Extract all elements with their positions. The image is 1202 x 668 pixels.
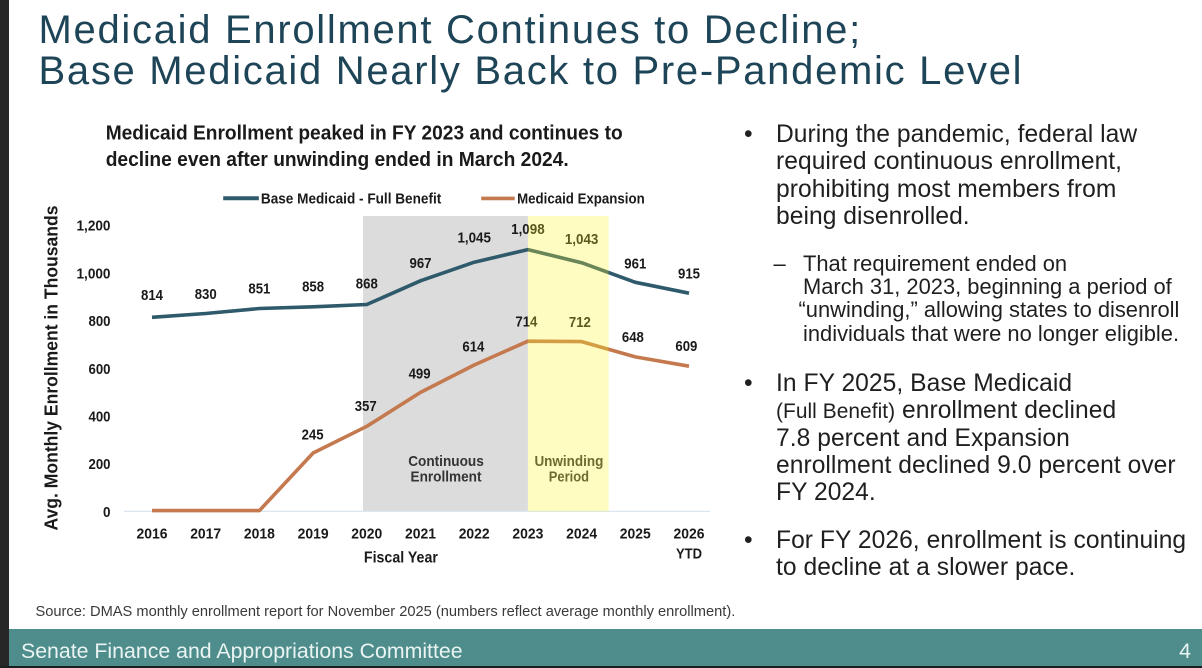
svg-text:814: 814 bbox=[141, 287, 164, 304]
svg-text:2018: 2018 bbox=[244, 526, 275, 543]
svg-text:2016: 2016 bbox=[137, 526, 168, 543]
svg-text:1,043: 1,043 bbox=[565, 231, 599, 248]
svg-text:712: 712 bbox=[569, 314, 591, 331]
svg-text:499: 499 bbox=[409, 366, 431, 383]
svg-text:648: 648 bbox=[622, 329, 644, 346]
svg-text:2021: 2021 bbox=[405, 526, 436, 543]
svg-text:915: 915 bbox=[678, 266, 700, 283]
svg-text:2017: 2017 bbox=[190, 526, 221, 543]
svg-text:2026: 2026 bbox=[674, 526, 705, 543]
svg-text:800: 800 bbox=[89, 313, 111, 330]
svg-text:2023: 2023 bbox=[512, 526, 543, 543]
svg-text:Fiscal Year: Fiscal Year bbox=[364, 549, 438, 566]
svg-text:1,200: 1,200 bbox=[77, 218, 111, 235]
svg-text:Enrollment: Enrollment bbox=[411, 469, 482, 486]
svg-text:1,000: 1,000 bbox=[77, 265, 111, 282]
svg-text:609: 609 bbox=[675, 338, 697, 355]
svg-text:400: 400 bbox=[89, 409, 111, 426]
svg-text:Period: Period bbox=[549, 469, 589, 486]
svg-text:2020: 2020 bbox=[351, 526, 382, 543]
svg-text:245: 245 bbox=[302, 427, 324, 444]
svg-text:1,045: 1,045 bbox=[457, 230, 491, 247]
svg-text:858: 858 bbox=[302, 279, 324, 296]
svg-text:decline even after unwinding e: decline even after unwinding ended in Ma… bbox=[106, 148, 569, 171]
svg-text:1,098: 1,098 bbox=[511, 221, 545, 238]
svg-text:Unwinding: Unwinding bbox=[534, 453, 603, 470]
svg-text:Base Medicaid - Full Benefit: Base Medicaid - Full Benefit bbox=[261, 190, 441, 207]
svg-text:0: 0 bbox=[103, 504, 111, 521]
svg-text:868: 868 bbox=[356, 276, 378, 293]
svg-text:Avg. Monthly Enrollment in Tho: Avg. Monthly Enrollment in Thousands bbox=[42, 206, 62, 531]
svg-text:357: 357 bbox=[355, 398, 377, 415]
svg-text:961: 961 bbox=[624, 255, 646, 272]
svg-text:614: 614 bbox=[462, 339, 485, 356]
svg-text:2024: 2024 bbox=[566, 526, 598, 543]
svg-text:200: 200 bbox=[89, 456, 111, 473]
svg-text:Medicaid Expansion: Medicaid Expansion bbox=[517, 190, 645, 207]
svg-text:2019: 2019 bbox=[298, 526, 329, 543]
svg-text:714: 714 bbox=[515, 314, 538, 331]
svg-text:Medicaid Enrollment peaked in: Medicaid Enrollment peaked in FY 2023 an… bbox=[106, 122, 623, 145]
svg-text:YTD: YTD bbox=[676, 546, 702, 563]
svg-text:Continuous: Continuous bbox=[408, 453, 484, 470]
svg-text:851: 851 bbox=[248, 280, 270, 297]
svg-text:2022: 2022 bbox=[459, 526, 490, 543]
svg-text:2025: 2025 bbox=[620, 526, 651, 543]
svg-text:830: 830 bbox=[195, 286, 217, 303]
svg-text:600: 600 bbox=[89, 361, 111, 378]
svg-text:967: 967 bbox=[410, 255, 432, 272]
